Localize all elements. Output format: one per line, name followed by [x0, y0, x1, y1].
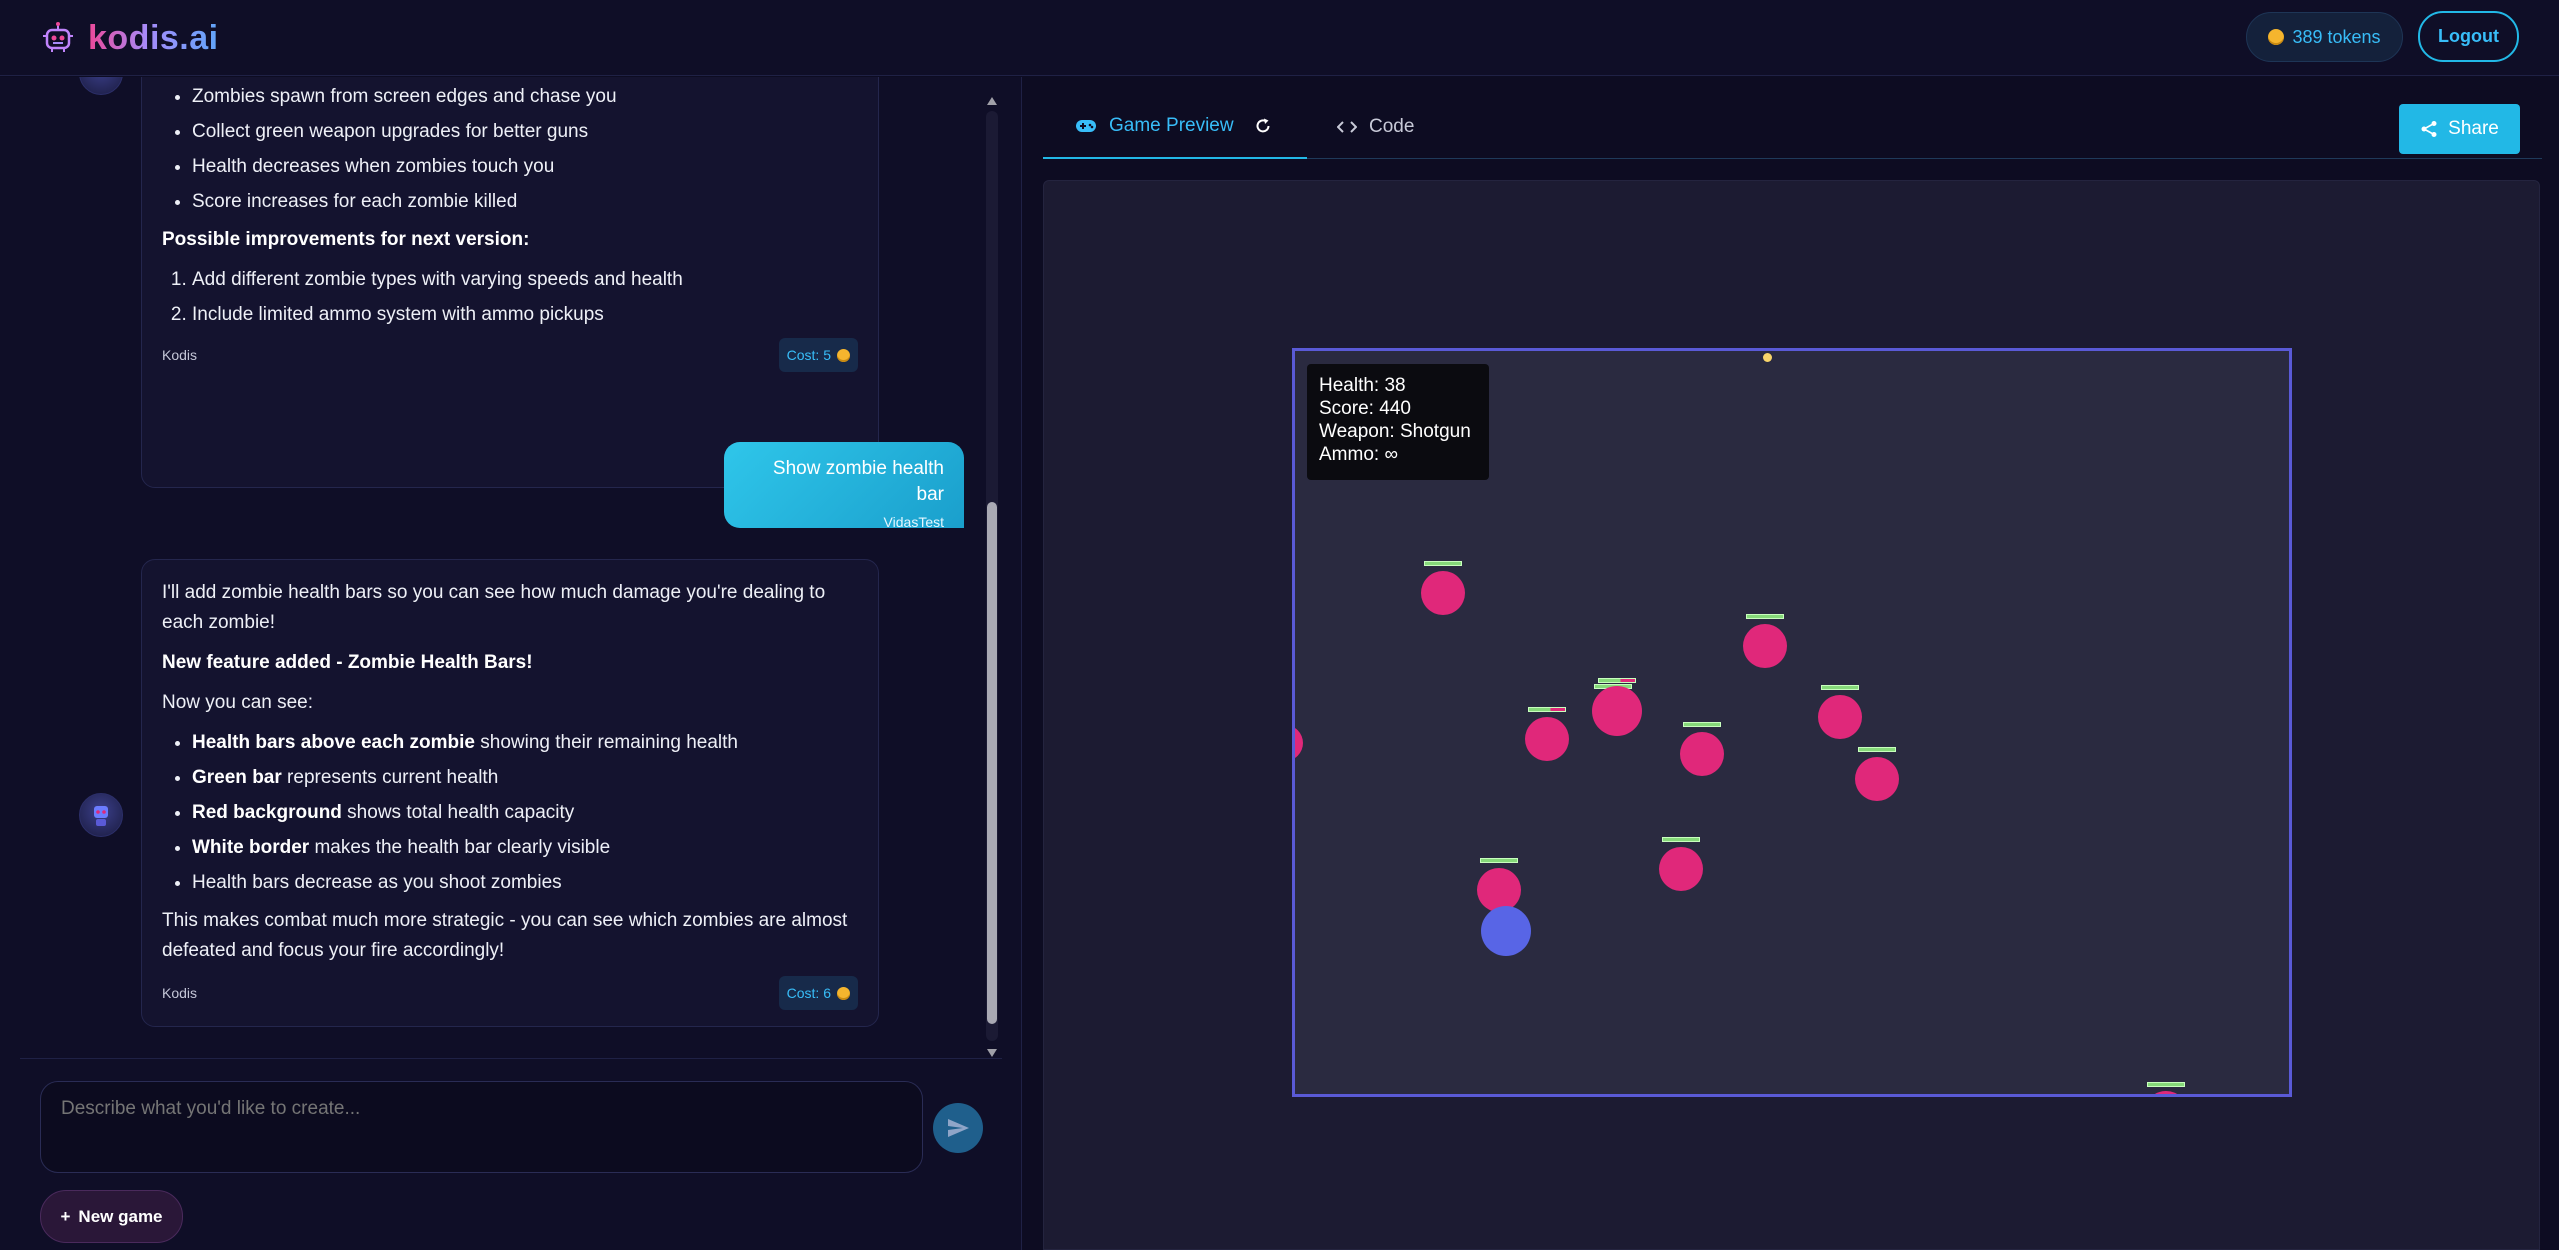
hud-weapon: Weapon: Shotgun	[1319, 421, 1471, 442]
token-count: 389 tokens	[2292, 26, 2381, 47]
list-item: Score increases for each zombie killed	[192, 187, 858, 217]
plus-icon: +	[60, 1206, 71, 1226]
bot-avatar	[79, 793, 123, 837]
bot-message: Zombies spawn from screen edges and chas…	[141, 77, 879, 488]
logout-button[interactable]: Logout	[2418, 11, 2519, 62]
list-item: Include limited ammo system with ammo pi…	[192, 300, 858, 330]
zombie-health-bar	[1662, 837, 1700, 842]
zombie	[1680, 732, 1724, 776]
message-author: Kodis	[162, 985, 198, 1001]
scrollbar-thumb[interactable]	[987, 502, 997, 1024]
message-footer: Kodis Cost: 6	[162, 976, 858, 1010]
list-item: Health bars decrease as you shoot zombie…	[192, 868, 858, 898]
token-balance[interactable]: 389 tokens	[2246, 12, 2403, 62]
list-item: Health decreases when zombies touch you	[192, 152, 858, 182]
player	[1481, 906, 1531, 956]
composer: + New game	[20, 1058, 1002, 1250]
app-header: kodis.ai 389 tokens Logout	[0, 0, 2559, 76]
coin-icon	[837, 986, 850, 1000]
gamepad-icon	[1076, 120, 1096, 132]
zombie-health-bar	[1683, 722, 1721, 727]
refresh-icon[interactable]	[1254, 117, 1272, 135]
feature-list: Health bars above each zombie showing th…	[162, 728, 858, 898]
improvements-heading: Possible improvements for next version:	[162, 229, 530, 250]
zombie	[1855, 757, 1899, 801]
scroll-down-icon[interactable]	[987, 1049, 997, 1057]
tab-game-preview[interactable]: Game Preview	[1043, 95, 1307, 159]
zombie	[1421, 571, 1465, 615]
user-message-author: VidasTest	[883, 514, 944, 530]
zombie	[1525, 717, 1569, 761]
list-item: Collect green weapon upgrades for better…	[192, 117, 858, 147]
improvements-list: Add different zombie types with varying …	[162, 265, 858, 330]
list-item: Health bars above each zombie showing th…	[192, 728, 858, 758]
zombie-health-bar	[1858, 747, 1896, 752]
new-game-button[interactable]: + New game	[40, 1190, 183, 1243]
zombie-health-bar	[1821, 685, 1859, 690]
message-footer: Kodis Cost: 5	[162, 338, 858, 372]
list-item: Red background shows total health capaci…	[192, 798, 858, 828]
bot-avatar	[79, 77, 123, 95]
zombie	[1295, 725, 1303, 761]
code-icon	[1337, 121, 1357, 133]
zombie	[1818, 695, 1862, 739]
message-author: Kodis	[162, 347, 198, 363]
feature-heading: New feature added - Zombie Health Bars!	[162, 652, 533, 673]
message-subheading: Now you can see:	[162, 692, 314, 713]
send-button[interactable]	[933, 1103, 983, 1153]
tab-label: Game Preview	[1109, 115, 1234, 136]
message-intro: I'll add zombie health bars so you can s…	[162, 582, 826, 633]
share-icon	[2421, 121, 2437, 137]
bot-message: I'll add zombie health bars so you can s…	[141, 559, 879, 1027]
hud-ammo: Ammo: ∞	[1319, 444, 1398, 465]
message-outro: This makes combat much more strategic - …	[162, 910, 848, 961]
brand-logo[interactable]: kodis.ai	[40, 14, 219, 62]
zombie-health-bar	[1424, 561, 1462, 566]
coin-icon	[2268, 29, 2285, 45]
prompt-input[interactable]	[40, 1081, 923, 1173]
chat-panel: Zombies spawn from screen edges and chas…	[0, 77, 1022, 1250]
preview-tabs: Game Preview Code	[1043, 95, 2542, 159]
brand-name: kodis.ai	[88, 18, 219, 57]
hud-score: Score: 440	[1319, 398, 1411, 419]
user-message-text: Show zombie health bar	[772, 458, 944, 505]
robot-avatar-icon	[94, 806, 108, 826]
zombie-health-bar	[1746, 614, 1784, 619]
hud-health: Health: 38	[1319, 375, 1406, 396]
zombie	[1477, 868, 1521, 912]
zombie	[1592, 686, 1642, 736]
feature-list: Zombies spawn from screen edges and chas…	[162, 82, 858, 217]
cost-label: Cost: 5	[786, 347, 831, 363]
weapon-pickup	[1763, 353, 1772, 362]
tab-label: Code	[1369, 116, 1415, 137]
scroll-up-icon[interactable]	[987, 97, 997, 105]
zombie-health-bar	[2147, 1082, 2185, 1087]
cost-label: Cost: 6	[786, 985, 831, 1001]
zombie	[1743, 624, 1787, 668]
list-item: Green bar represents current health	[192, 763, 858, 793]
cost-badge: Cost: 5	[778, 338, 858, 372]
list-item: Add different zombie types with varying …	[192, 265, 858, 295]
game-canvas[interactable]: Health: 38 Score: 440 Weapon: Shotgun Am…	[1292, 348, 2292, 1097]
zombie-health-bar	[1480, 858, 1518, 863]
zombie	[2144, 1091, 2188, 1094]
coin-icon	[837, 348, 850, 362]
chat-scrollbar[interactable]	[985, 97, 999, 1057]
zombie-health-bar	[1528, 707, 1566, 712]
zombie-health-bar	[1598, 678, 1636, 683]
chat-history[interactable]: Zombies spawn from screen edges and chas…	[0, 77, 1004, 1057]
share-label: Share	[2448, 118, 2499, 139]
robot-logo-icon	[43, 22, 73, 52]
send-icon	[948, 1119, 969, 1137]
game-hud: Health: 38 Score: 440 Weapon: Shotgun Am…	[1307, 364, 1489, 480]
cost-badge: Cost: 6	[778, 976, 858, 1010]
share-button[interactable]: Share	[2399, 104, 2520, 154]
user-message: Show zombie health bar VidasTest	[724, 442, 964, 530]
list-item: White border makes the health bar clearl…	[192, 833, 858, 863]
zombie	[1659, 847, 1703, 891]
new-game-label: New game	[78, 1206, 163, 1226]
tab-code[interactable]: Code	[1337, 95, 1437, 159]
list-item: Zombies spawn from screen edges and chas…	[192, 82, 858, 112]
